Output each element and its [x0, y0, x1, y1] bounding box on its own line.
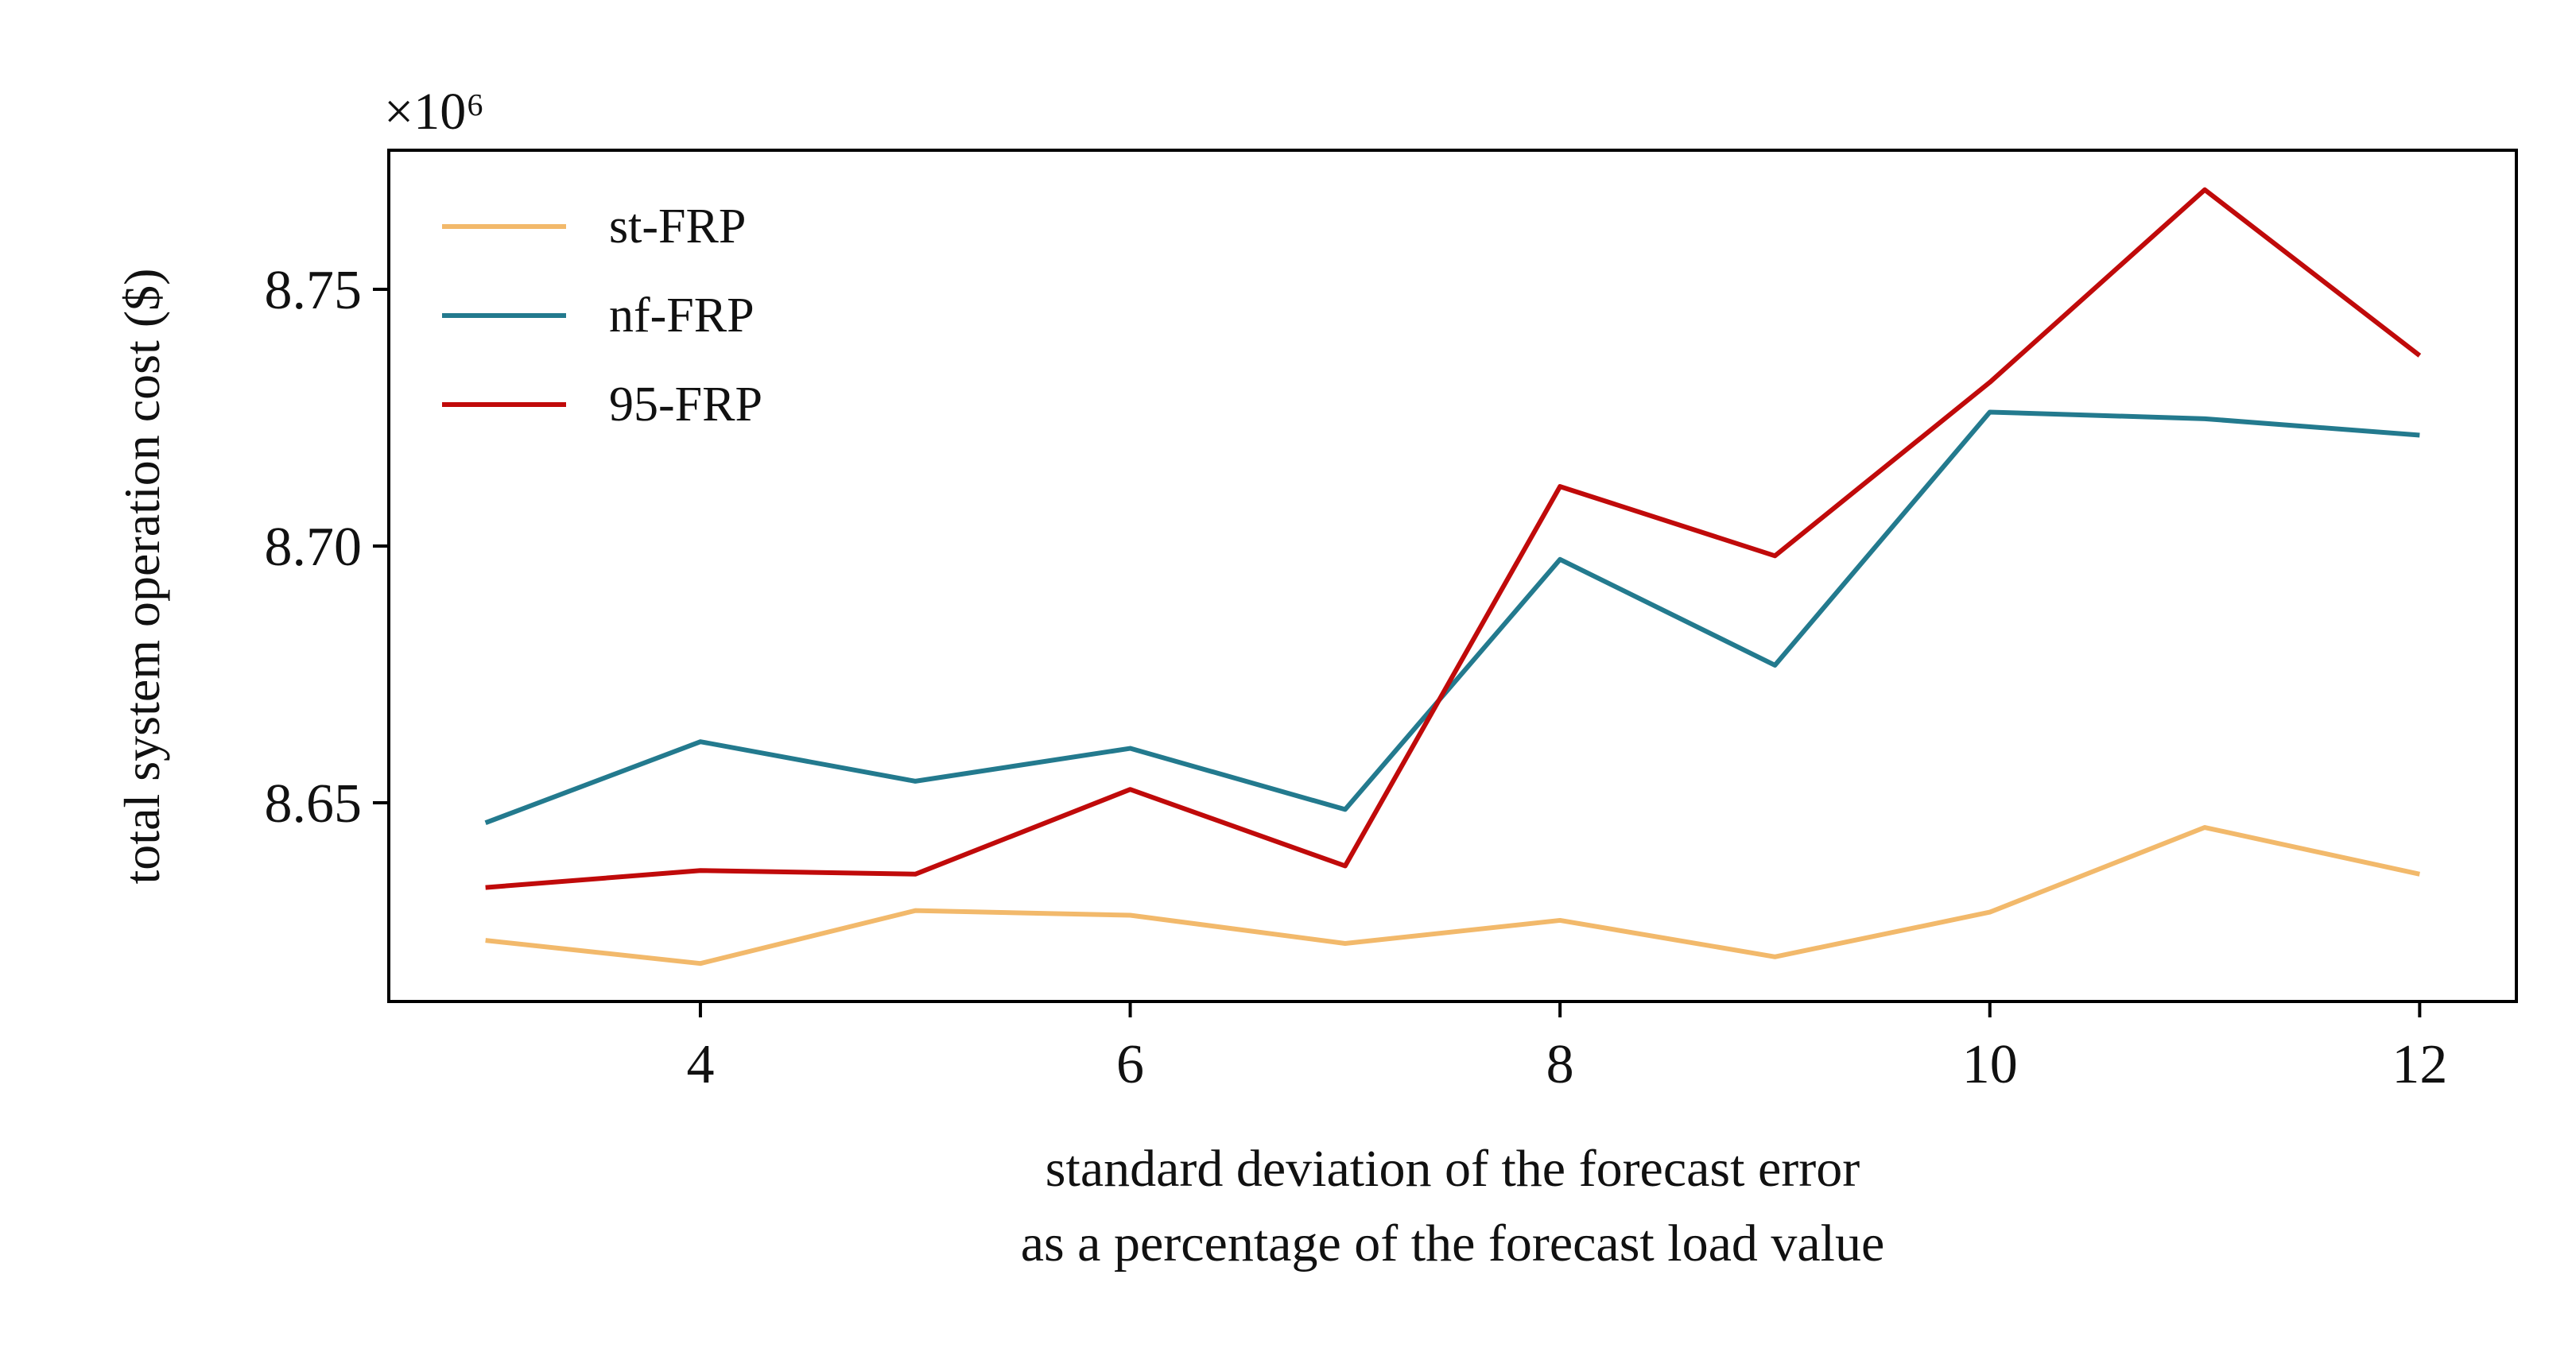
- y-offset-label: ×10⁶: [384, 83, 484, 141]
- legend-label: st-FRP: [609, 200, 746, 254]
- data-line: [484, 409, 2420, 826]
- x-tick-label: 12: [2392, 1034, 2447, 1095]
- data-line: [485, 187, 2422, 890]
- y-tick-label: 8.70: [265, 517, 363, 578]
- legend-label: 95-FRP: [609, 378, 762, 432]
- x-tick-label: 6: [1116, 1034, 1144, 1095]
- y-axis-label: total system operation cost ($): [114, 269, 170, 885]
- x-tick-label: 4: [686, 1034, 714, 1095]
- data-line: [485, 825, 2420, 967]
- x-tick-label: 10: [1962, 1034, 2018, 1095]
- legend-label: nf-FRP: [609, 289, 755, 343]
- x-axis-label: as a percentage of the forecast load val…: [1021, 1214, 1885, 1273]
- plot-frame: [387, 149, 2518, 1003]
- y-tick-label: 8.75: [265, 260, 363, 321]
- y-tick-label: 8.65: [265, 773, 363, 835]
- x-axis-label: standard deviation of the forecast error: [1046, 1140, 1860, 1198]
- x-tick-label: 8: [1546, 1034, 1574, 1095]
